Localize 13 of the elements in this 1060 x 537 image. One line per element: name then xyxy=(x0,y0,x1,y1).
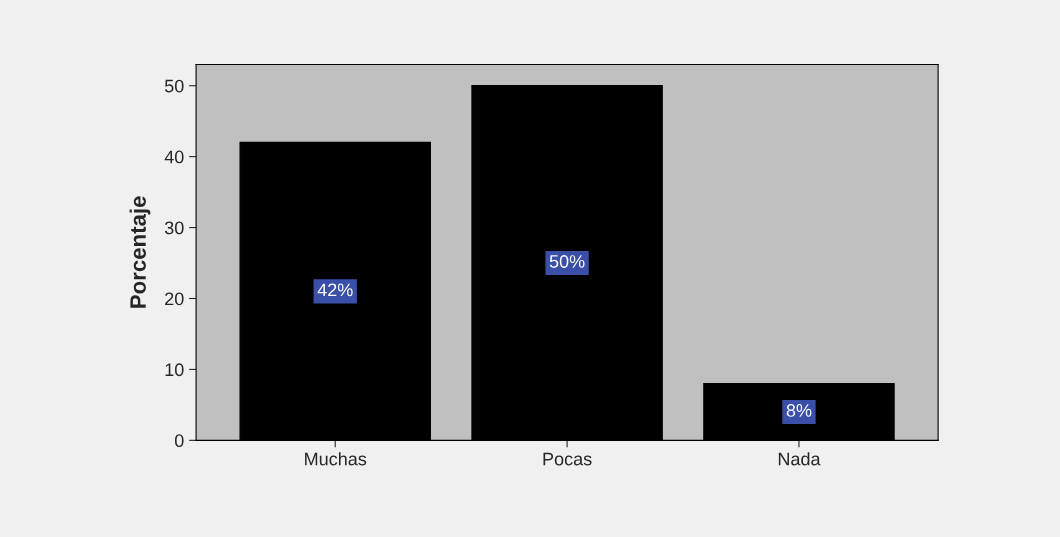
y-tick-label: 40 xyxy=(164,150,184,164)
y-axis-title: Porcentaje xyxy=(129,196,151,308)
data-label: 42% xyxy=(317,283,353,297)
y-tick-label: 20 xyxy=(165,292,184,306)
x-tick-label: Nada xyxy=(778,452,821,466)
data-label: 8% xyxy=(786,404,812,417)
y-tick-label: 30 xyxy=(164,221,184,235)
y-tick-label: 50 xyxy=(164,79,184,93)
data-label: 50% xyxy=(549,255,585,268)
x-tick-label: Muchas xyxy=(305,452,367,466)
y-tick-label: 10 xyxy=(165,363,184,377)
x-tick-label: Pocas xyxy=(543,452,592,466)
y-tick-label: 0 xyxy=(174,434,184,448)
